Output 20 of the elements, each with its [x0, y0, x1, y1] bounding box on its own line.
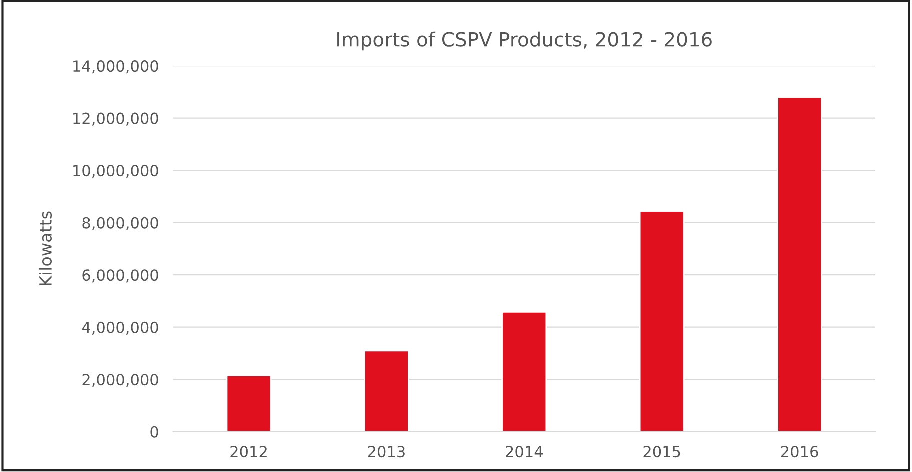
y-tick-label: 0: [150, 426, 158, 438]
chart-title: Imports of CSPV Products, 2012 - 2016: [338, 32, 712, 51]
bar: [364, 350, 410, 432]
x-tick-label: 2014: [506, 446, 543, 458]
y-tick-label: 14,000,000: [74, 60, 158, 74]
y-tick-label: 2,000,000: [82, 374, 158, 388]
y-tick-label: 8,000,000: [82, 217, 158, 230]
y-tick-label: 12,000,000: [74, 112, 158, 126]
y-tick-label: 10,000,000: [74, 165, 158, 178]
bar: [226, 375, 272, 432]
bar: [639, 210, 685, 432]
y-axis-title: Kilowatts: [39, 212, 52, 286]
x-tick-label: 2013: [368, 446, 405, 458]
y-tick-label: 6,000,000: [82, 270, 158, 283]
x-tick-label: 2012: [230, 446, 267, 458]
y-tick-label: 4,000,000: [82, 322, 158, 335]
x-tick-label: 2015: [644, 446, 680, 458]
bar: [777, 96, 823, 432]
x-tick-label: 2016: [781, 446, 818, 458]
bar: [502, 312, 548, 432]
